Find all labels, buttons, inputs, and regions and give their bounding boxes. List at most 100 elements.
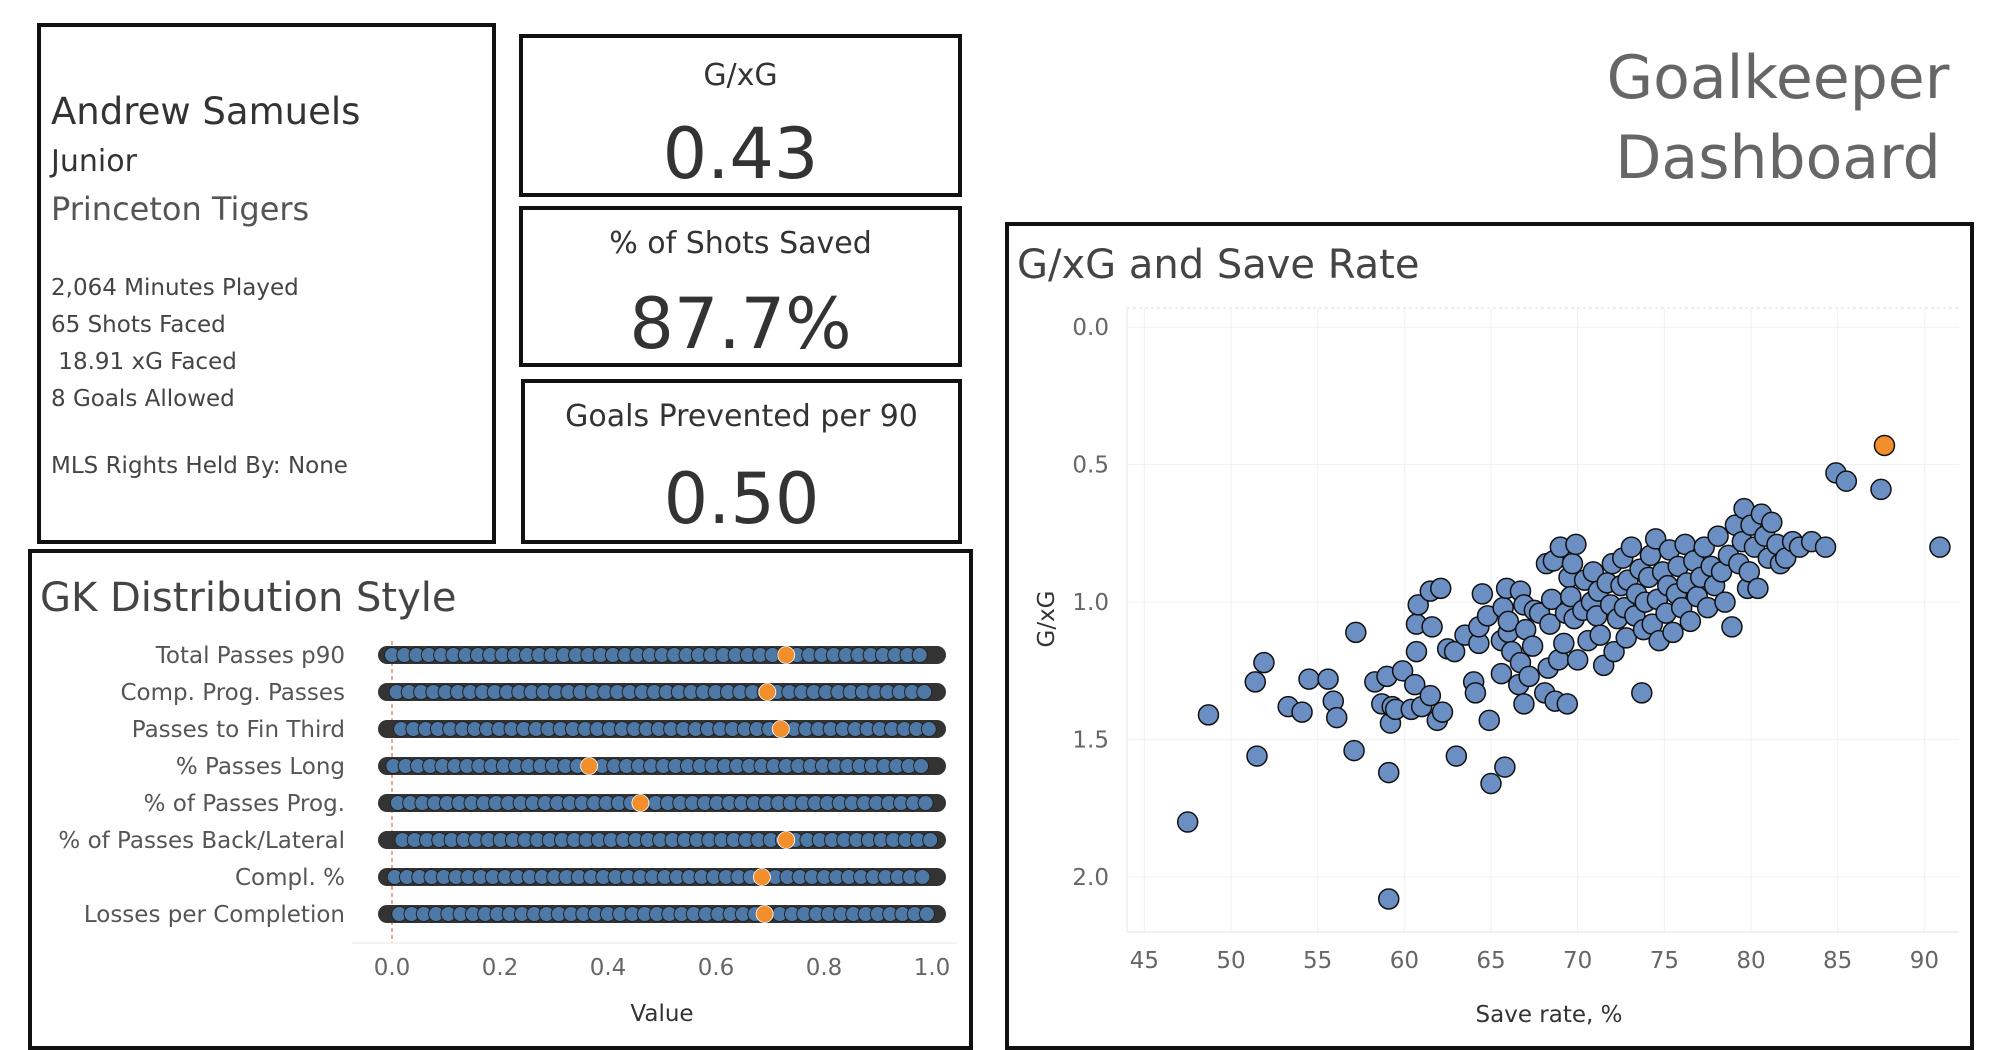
x-tick-label: 75 (1650, 948, 1679, 974)
data-point (1738, 561, 1761, 583)
data-point (1497, 610, 1520, 633)
highlight-dot (758, 683, 777, 701)
data-point (1814, 536, 1837, 558)
data-point (1429, 577, 1452, 600)
data-point (1518, 665, 1540, 688)
y-tick-label: 1.0 (1072, 590, 1109, 616)
data-point (1464, 682, 1487, 704)
highlight-dot (777, 831, 796, 849)
dashboard-title-line1: Goalkeeper (1606, 43, 1950, 113)
data-point (1421, 616, 1443, 638)
data-point (1419, 684, 1442, 707)
y-tick-label: 1.5 (1072, 728, 1109, 754)
category-label: % of Passes Back/Lateral (58, 828, 345, 854)
peer-dot (913, 758, 930, 774)
distribution-chart-panel: GK Distribution Style Total Passes p90 Co… (28, 549, 973, 1050)
data-point (1561, 552, 1584, 575)
y-tick-label: 0.0 (1072, 315, 1109, 341)
data-point (1707, 525, 1729, 547)
minutes-played: 2,064 Minutes Played (51, 275, 299, 301)
x-axis-title: Save rate, % (1476, 1002, 1623, 1028)
x-tick-label: 85 (1823, 948, 1852, 974)
y-tick-label: 0.5 (1072, 453, 1109, 479)
highlight-dot (755, 905, 774, 923)
y-axis-title: G/xG (1034, 590, 1060, 647)
data-point (1391, 660, 1414, 682)
data-point (1929, 536, 1951, 558)
category-label: Total Passes p90 (155, 643, 345, 669)
data-point (1565, 533, 1587, 556)
data-point (1835, 470, 1858, 492)
data-point (1377, 888, 1400, 910)
player-team: Princeton Tigers (51, 190, 310, 228)
data-point (1721, 616, 1743, 638)
kpi-goals-prevented: Goals Prevented per 90 0.50 (521, 379, 962, 544)
x-tick-label: 45 (1130, 948, 1159, 974)
kpi-shots-saved-label: % of Shots Saved (609, 226, 872, 261)
data-point (1589, 624, 1611, 646)
data-point (1345, 621, 1367, 644)
category-label: % of Passes Prog. (144, 791, 345, 817)
data-point (1513, 693, 1535, 715)
data-point (1246, 745, 1268, 767)
data-point (1471, 583, 1494, 605)
data-point (1197, 704, 1220, 726)
data-point (1521, 635, 1544, 657)
x-tick-label: 0.2 (482, 955, 519, 981)
data-point (1377, 761, 1400, 784)
data-point (1556, 693, 1579, 715)
data-point (1615, 627, 1637, 649)
x-axis-title: Value (630, 1001, 693, 1027)
x-tick-label: 65 (1476, 948, 1505, 974)
data-point (1445, 745, 1468, 767)
player-card: Andrew Samuels Junior Princeton Tigers 2… (37, 23, 496, 544)
distribution-chart-title: GK Distribution Style (40, 575, 457, 621)
data-point (1317, 668, 1339, 690)
data-point (1747, 577, 1769, 600)
data-point (1603, 640, 1625, 663)
category-label: Passes to Fin Third (132, 717, 345, 743)
data-point (1403, 673, 1426, 696)
peer-dot (920, 721, 937, 737)
data-point (1431, 701, 1454, 723)
data-point (1176, 811, 1199, 833)
data-point (1714, 591, 1736, 613)
data-point (1480, 772, 1502, 795)
peer-dot (911, 647, 928, 663)
category-label: Comp. Prog. Passes (121, 680, 346, 706)
xg-faced: 18.91 xG Faced (51, 349, 237, 375)
data-point (1870, 478, 1892, 501)
category-label: Losses per Completion (84, 902, 345, 928)
data-point (1478, 709, 1501, 732)
data-point (1405, 640, 1428, 663)
data-point (1566, 649, 1589, 671)
dashboard-title-line2: Dashboard (1615, 123, 1941, 193)
kpi-shots-saved-value: 87.7% (629, 283, 852, 365)
data-point (1443, 640, 1466, 663)
player-name: Andrew Samuels (51, 90, 361, 133)
data-point (1407, 594, 1429, 616)
data-point (1539, 613, 1561, 635)
data-point (1343, 739, 1365, 762)
highlight-dot (771, 720, 790, 738)
category-label: % Passes Long (176, 754, 345, 780)
peer-dot (918, 906, 935, 922)
peer-dot (922, 832, 939, 848)
player-class-year: Junior (51, 144, 137, 179)
data-point (1291, 701, 1313, 723)
kpi-goals-prevented-label: Goals Prevented per 90 (565, 399, 918, 434)
data-point (1325, 706, 1348, 729)
x-tick-label: 60 (1390, 948, 1419, 974)
x-tick-label: 80 (1736, 948, 1765, 974)
highlight-dot (753, 868, 771, 886)
x-tick-label: 70 (1563, 948, 1592, 974)
x-tick-label: 50 (1216, 948, 1245, 974)
goals-allowed: 8 Goals Allowed (51, 386, 235, 412)
kpi-gxg: G/xG 0.43 (519, 34, 962, 197)
data-point (1490, 662, 1513, 685)
kpi-goals-prevented-value: 0.50 (663, 458, 820, 540)
peer-dot (917, 795, 934, 811)
dashboard-title: Goalkeeper Dashboard (1598, 38, 1958, 198)
kpi-gxg-value: 0.43 (662, 113, 819, 195)
highlight-dot (580, 757, 598, 775)
